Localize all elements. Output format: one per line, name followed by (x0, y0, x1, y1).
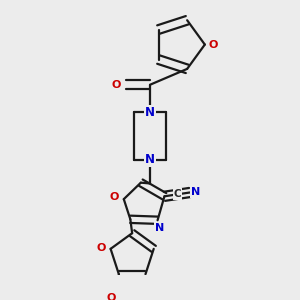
Text: O: O (110, 192, 119, 202)
Text: N: N (191, 188, 200, 197)
Text: C: C (174, 189, 182, 199)
Text: N: N (145, 153, 155, 166)
Text: N: N (145, 106, 155, 119)
Text: O: O (111, 80, 121, 90)
Text: O: O (97, 243, 106, 253)
Text: N: N (155, 223, 164, 233)
Text: O: O (208, 40, 218, 50)
Text: O: O (107, 293, 116, 300)
